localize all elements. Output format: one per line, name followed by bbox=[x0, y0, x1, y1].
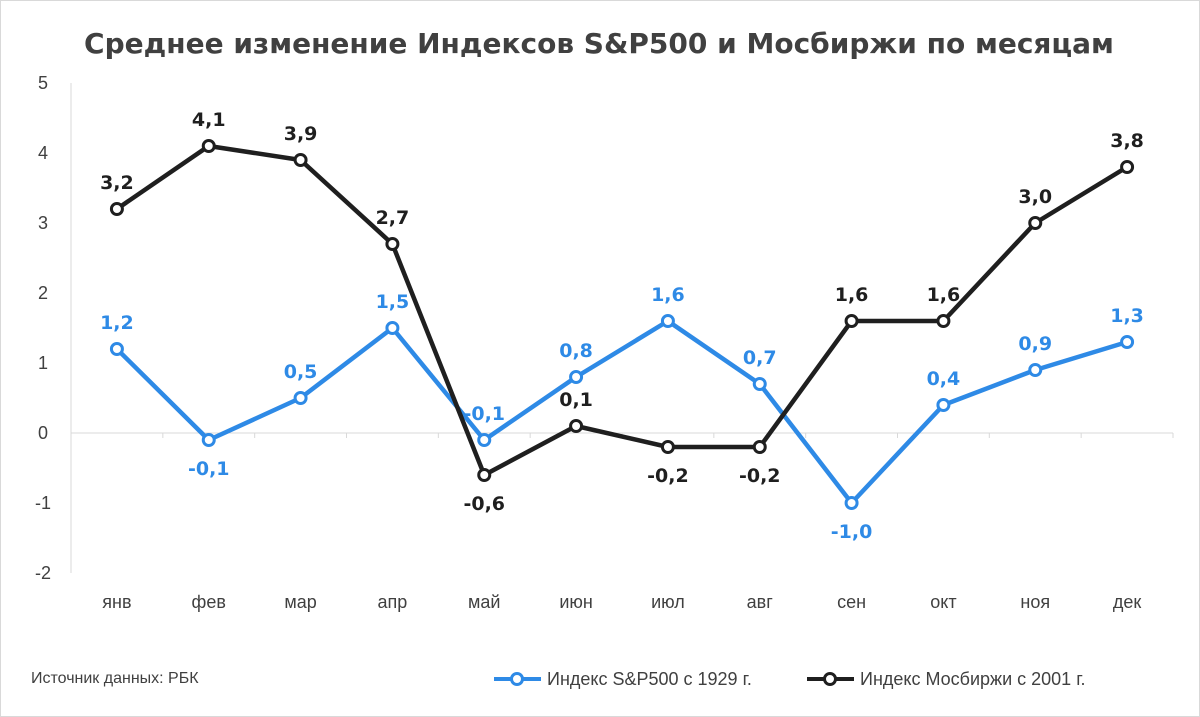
data-point bbox=[844, 496, 859, 510]
x-tick-label: дек bbox=[1113, 592, 1142, 612]
data-label: 1,2 bbox=[100, 312, 134, 334]
data-point bbox=[752, 377, 767, 391]
data-point bbox=[569, 419, 584, 433]
data-label: 4,1 bbox=[192, 109, 226, 131]
x-tick-label: июн bbox=[559, 592, 593, 612]
legend-label-moex: Индекс Мосбиржи с 2001 г. bbox=[860, 669, 1086, 689]
data-point bbox=[201, 139, 216, 153]
x-tick-label: фев bbox=[192, 592, 226, 612]
data-point bbox=[385, 321, 400, 335]
series-line-1 bbox=[115, 143, 1129, 478]
y-tick-label: 2 bbox=[38, 283, 48, 303]
x-tick-label: авг bbox=[747, 592, 774, 612]
legend-marker-moex bbox=[823, 672, 837, 686]
data-point bbox=[936, 314, 951, 328]
data-label: -1,0 bbox=[831, 521, 873, 543]
data-point bbox=[936, 398, 951, 412]
data-point bbox=[1120, 160, 1135, 174]
data-point bbox=[569, 370, 584, 384]
legend-label-sp500: Индекс S&P500 с 1929 г. bbox=[547, 669, 752, 689]
data-label: -0,2 bbox=[739, 465, 781, 487]
axes: 5 4 3 2 1 0 -1 -2 янв фев мар апр май июн июл авг сен окт… bbox=[35, 73, 1174, 612]
y-tick-label: -1 bbox=[35, 493, 51, 513]
data-point bbox=[1120, 335, 1135, 349]
data-label: 3,2 bbox=[100, 172, 134, 194]
y-tick-label: -2 bbox=[35, 563, 51, 583]
x-tick-label: сен bbox=[837, 592, 866, 612]
data-label: -0,1 bbox=[188, 458, 230, 480]
x-tick-label: апр bbox=[378, 592, 408, 612]
series-line-0 bbox=[115, 318, 1128, 506]
y-tick-label: 0 bbox=[38, 423, 48, 443]
data-point bbox=[477, 468, 492, 482]
data-point bbox=[385, 237, 400, 251]
data-label: 0,5 bbox=[284, 361, 318, 383]
data-point bbox=[201, 433, 216, 447]
data-label: 3,9 bbox=[284, 123, 318, 145]
data-label: 0,9 bbox=[1018, 333, 1052, 355]
data-point bbox=[477, 433, 492, 447]
data-labels: 1,2 -0,1 0,5 1,5 -0,1 0,8 1,6 0,7 -1,0 0,4 0,9 1,3 3… bbox=[100, 109, 1144, 543]
data-point bbox=[752, 440, 767, 454]
data-point bbox=[293, 153, 308, 167]
data-label: 3,0 bbox=[1018, 186, 1052, 208]
data-label: 0,1 bbox=[559, 389, 593, 411]
data-label: 1,6 bbox=[835, 284, 869, 306]
y-tick-label: 1 bbox=[38, 353, 48, 373]
x-tick-label: янв bbox=[102, 592, 131, 612]
y-tick-label: 3 bbox=[38, 213, 48, 233]
data-point bbox=[660, 440, 675, 454]
data-label: -0,1 bbox=[463, 403, 505, 425]
data-label: 0,7 bbox=[743, 347, 777, 369]
data-label: 1,3 bbox=[1110, 305, 1144, 327]
data-point bbox=[109, 202, 124, 216]
data-point bbox=[660, 314, 675, 328]
x-tick-label: окт bbox=[930, 592, 956, 612]
data-point bbox=[844, 314, 859, 328]
chart-title: Среднее изменение Индексов S&P500 и Мосб… bbox=[84, 27, 1114, 60]
data-point bbox=[109, 342, 124, 356]
y-tick-label: 4 bbox=[38, 143, 48, 163]
data-label: 1,6 bbox=[651, 284, 685, 306]
series-layer bbox=[109, 139, 1135, 510]
x-tick-label: июл bbox=[651, 592, 685, 612]
data-label: 0,4 bbox=[927, 368, 961, 390]
x-tick-label: май bbox=[468, 592, 500, 612]
legend-marker-sp500 bbox=[510, 672, 524, 686]
data-label: 1,5 bbox=[376, 291, 410, 313]
data-label: 1,6 bbox=[927, 284, 961, 306]
data-point bbox=[1028, 363, 1043, 377]
x-tick-label: мар bbox=[284, 592, 316, 612]
data-label: 3,8 bbox=[1110, 130, 1144, 152]
data-label: -0,2 bbox=[647, 465, 689, 487]
data-label: 2,7 bbox=[376, 207, 410, 229]
x-tick-label: ноя bbox=[1020, 592, 1050, 612]
y-tick-label: 5 bbox=[38, 73, 48, 93]
data-point bbox=[293, 391, 308, 405]
data-label: 0,8 bbox=[559, 340, 593, 362]
data-label: -0,6 bbox=[463, 493, 505, 515]
data-point bbox=[1028, 216, 1043, 230]
legend: Индекс S&P500 с 1929 г. Индекс Мосбиржи … bbox=[494, 669, 1086, 689]
source-note: Источник данных: РБК bbox=[31, 670, 199, 687]
